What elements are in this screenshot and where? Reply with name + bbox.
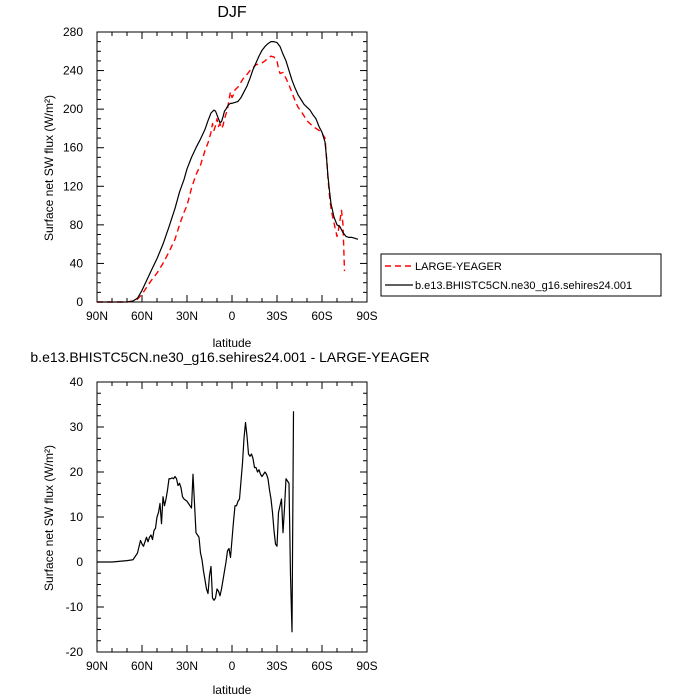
legend: LARGE-YEAGER b.e13.BHISTC5CN.ne30_g16.se… (380, 253, 662, 297)
bottom-x-tick-label: 0 (229, 659, 236, 673)
top-plot-area: 90N 60N 30N 0 30S 60S 90S 0 40 80 120 160 200 240 280 (63, 25, 378, 323)
bottom-x-tick-label: 60N (131, 659, 153, 673)
bottom-y-tick-label: 10 (70, 510, 84, 524)
legend-label-large-yeager: LARGE-YEAGER (415, 261, 502, 273)
top-chart-title: DJF (217, 4, 247, 21)
top-y-tick-label: 160 (63, 141, 83, 155)
top-y-tick-label: 0 (76, 295, 83, 309)
top-y-tick-label: 280 (63, 25, 83, 39)
bottom-series-line-0 (97, 411, 295, 633)
top-y-tick-label: 240 (63, 64, 83, 78)
top-x-tick-label: 30S (266, 309, 287, 323)
top-x-tick-label: 0 (229, 309, 236, 323)
top-y-tick-label: 40 (70, 256, 84, 270)
bottom-y-tick-label: -10 (66, 600, 84, 614)
top-x-tick-label: 30N (176, 309, 198, 323)
bottom-y-axis-label: Surface net SW flux (W/m²) (42, 445, 56, 591)
bottom-y-tick-label: -20 (66, 645, 84, 659)
legend-box (380, 253, 662, 297)
top-x-axis-label: latitude (213, 336, 252, 350)
top-y-tick-label: 80 (70, 218, 84, 232)
top-y-axis-label: Surface net SW flux (W/m²) (42, 95, 56, 241)
top-x-tick-label: 60S (311, 309, 332, 323)
bottom-x-tick-label: 30N (176, 659, 198, 673)
bottom-y-tick-label: 20 (70, 465, 84, 479)
bottom-x-axis-label: latitude (213, 683, 252, 697)
top-x-tick-label: 60N (131, 309, 153, 323)
top-x-tick-label: 90N (86, 309, 108, 323)
top-series-line-1 (97, 41, 359, 303)
bottom-y-tick-label: 30 (70, 420, 84, 434)
top-series-line-0 (97, 55, 346, 303)
top-y-tick-label: 120 (63, 179, 83, 193)
bottom-x-tick-label: 90N (86, 659, 108, 673)
bottom-y-tick-label: 40 (70, 375, 84, 389)
bottom-plot-frame (96, 381, 368, 653)
bottom-x-tick-label: 30S (266, 659, 287, 673)
bottom-x-tick-label: 60S (311, 659, 332, 673)
top-y-tick-label: 200 (63, 102, 83, 116)
bottom-chart: b.e13.BHISTC5CN.ne30_g16.sehires24.001 -… (30, 349, 429, 697)
legend-label-model: b.e13.BHISTC5CN.ne30_g16.sehires24.001 (415, 280, 632, 292)
top-x-tick-label: 90S (356, 309, 377, 323)
bottom-y-tick-label: 0 (76, 555, 83, 569)
bottom-plot-area: 90N 60N 30N 0 30S 60S 90S -20 -10 0 10 20 30 40 (66, 375, 378, 673)
top-chart: DJF 90N 60N 30N 0 30S 60S 90S 0 40 80 120 160 200 240… (42, 4, 378, 350)
bottom-x-tick-label: 90S (356, 659, 377, 673)
bottom-chart-title: b.e13.BHISTC5CN.ne30_g16.sehires24.001 -… (30, 349, 429, 365)
